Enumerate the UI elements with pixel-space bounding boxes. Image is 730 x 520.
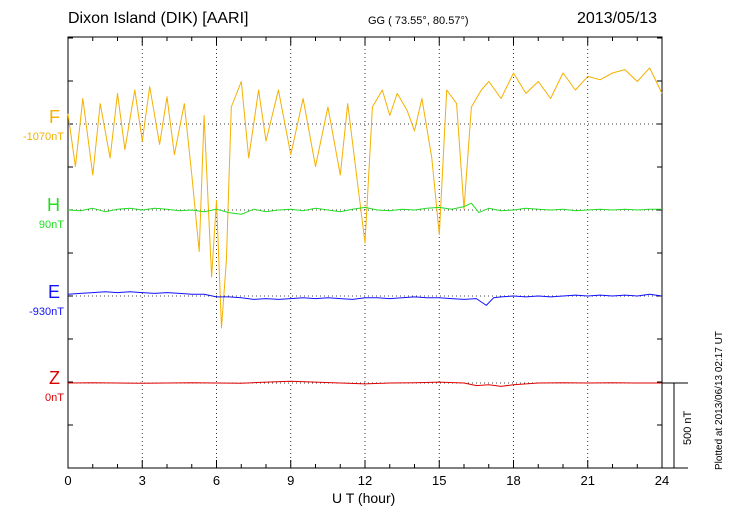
- scale-bar-label: 500 nT: [682, 410, 694, 445]
- x-tick-label: 21: [581, 473, 595, 488]
- x-tick-label: 18: [506, 473, 520, 488]
- series-label-e: E: [47, 282, 60, 302]
- x-axis-label: U T (hour): [332, 490, 396, 506]
- x-tick-label: 0: [64, 473, 71, 488]
- series-line-h: [67, 202, 662, 215]
- series-label-f: F: [49, 107, 60, 127]
- chart-date: 2013/05/13: [577, 10, 658, 27]
- series-label-z: Z: [49, 368, 60, 388]
- series-line-f: [67, 67, 663, 329]
- series-line-z: [67, 380, 662, 387]
- series-offset-z: 0nT: [45, 392, 64, 404]
- series-label-h: H: [47, 195, 60, 215]
- series-offset-f: -1070nT: [23, 131, 64, 143]
- x-tick-label: 9: [287, 473, 294, 488]
- series-offset-e: -930nT: [29, 306, 64, 318]
- x-tick-label: 12: [358, 473, 372, 488]
- x-tick-label: 24: [655, 473, 669, 488]
- plotted-timestamp: Plotted at 2013/06/13 02:17 UT: [714, 331, 725, 470]
- x-tick-label: 15: [432, 473, 446, 488]
- x-tick-label: 6: [213, 473, 220, 488]
- series-line-e: [67, 291, 663, 306]
- station-coordinates: GG ( 73.55°, 80.57°): [368, 15, 469, 27]
- series-offset-h: 90nT: [38, 219, 64, 231]
- x-tick-label: 3: [139, 473, 146, 488]
- chart-title: Dixon Island (DIK) [AARI]: [68, 10, 249, 27]
